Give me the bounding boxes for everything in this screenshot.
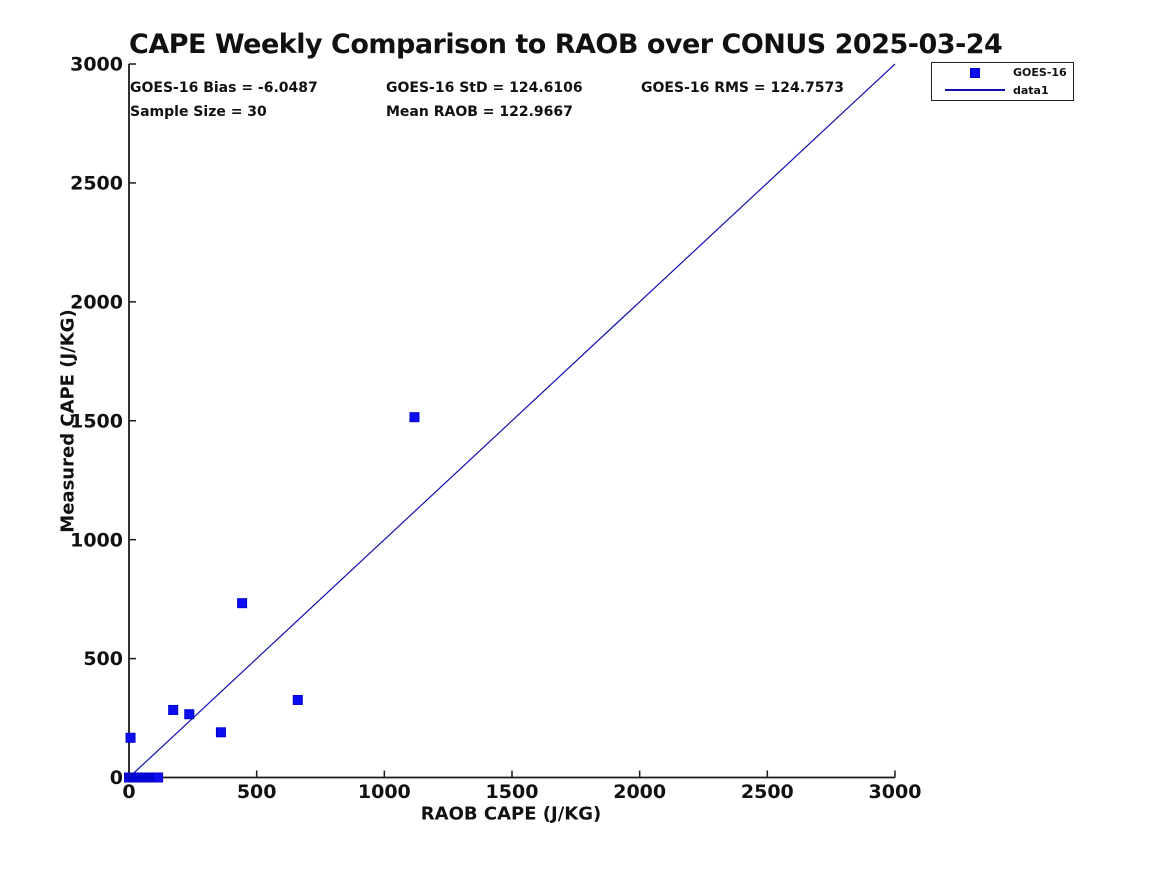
identity-line — [128, 63, 896, 778]
x-tick-label: 2000 — [613, 781, 666, 803]
y-tick-label: 2500 — [70, 173, 123, 195]
stat-rms: GOES-16 RMS = 124.7573 — [641, 80, 844, 96]
stat-mean-raob: Mean RAOB = 122.9667 — [386, 104, 573, 120]
y-axis-label: Measured CAPE (J/KG) — [57, 309, 79, 533]
scatter-point — [409, 412, 420, 423]
blue-line-sample-icon — [945, 89, 1005, 92]
stat-bias: GOES-16 Bias = -6.0487 — [130, 80, 318, 96]
legend-label-data1: data1 — [1013, 83, 1049, 97]
y-tick-label: 1500 — [70, 410, 123, 432]
scatter-point — [125, 732, 136, 743]
legend-icon-zone — [945, 67, 1005, 78]
legend-item-data1: data1 — [932, 83, 1073, 98]
legend-icon-zone — [945, 89, 1005, 92]
x-tick-label: 1000 — [358, 781, 411, 803]
x-axis-label: RAOB CAPE (J/KG) — [420, 803, 602, 825]
y-tick-label: 2000 — [70, 291, 123, 313]
scatter-point — [153, 772, 164, 783]
x-tick-label: 1500 — [486, 781, 539, 803]
x-tick-label: 0 — [122, 781, 135, 803]
y-tick-label: 0 — [110, 767, 123, 789]
scatter-point — [292, 694, 303, 705]
legend-label-goes16: GOES-16 — [1013, 66, 1067, 80]
stat-std: GOES-16 StD = 124.6106 — [386, 80, 583, 96]
scatter-point — [168, 704, 179, 715]
y-tick-label: 500 — [83, 648, 123, 670]
scatter-point — [184, 709, 195, 720]
legend: GOES-16 data1 — [931, 62, 1074, 101]
scatter-point — [215, 727, 226, 738]
legend-item-goes16: GOES-16 — [932, 65, 1073, 80]
y-tick-label: 3000 — [70, 54, 123, 76]
x-tick-label: 3000 — [869, 781, 922, 803]
y-tick-label: 1000 — [70, 529, 123, 551]
x-tick-label: 2500 — [741, 781, 794, 803]
blue-square-marker-icon — [970, 67, 980, 78]
stat-sample-size: Sample Size = 30 — [130, 104, 267, 120]
chart-title: CAPE Weekly Comparison to RAOB over CONU… — [129, 29, 1003, 60]
x-tick-label: 500 — [237, 781, 277, 803]
scatter-point — [237, 598, 248, 609]
